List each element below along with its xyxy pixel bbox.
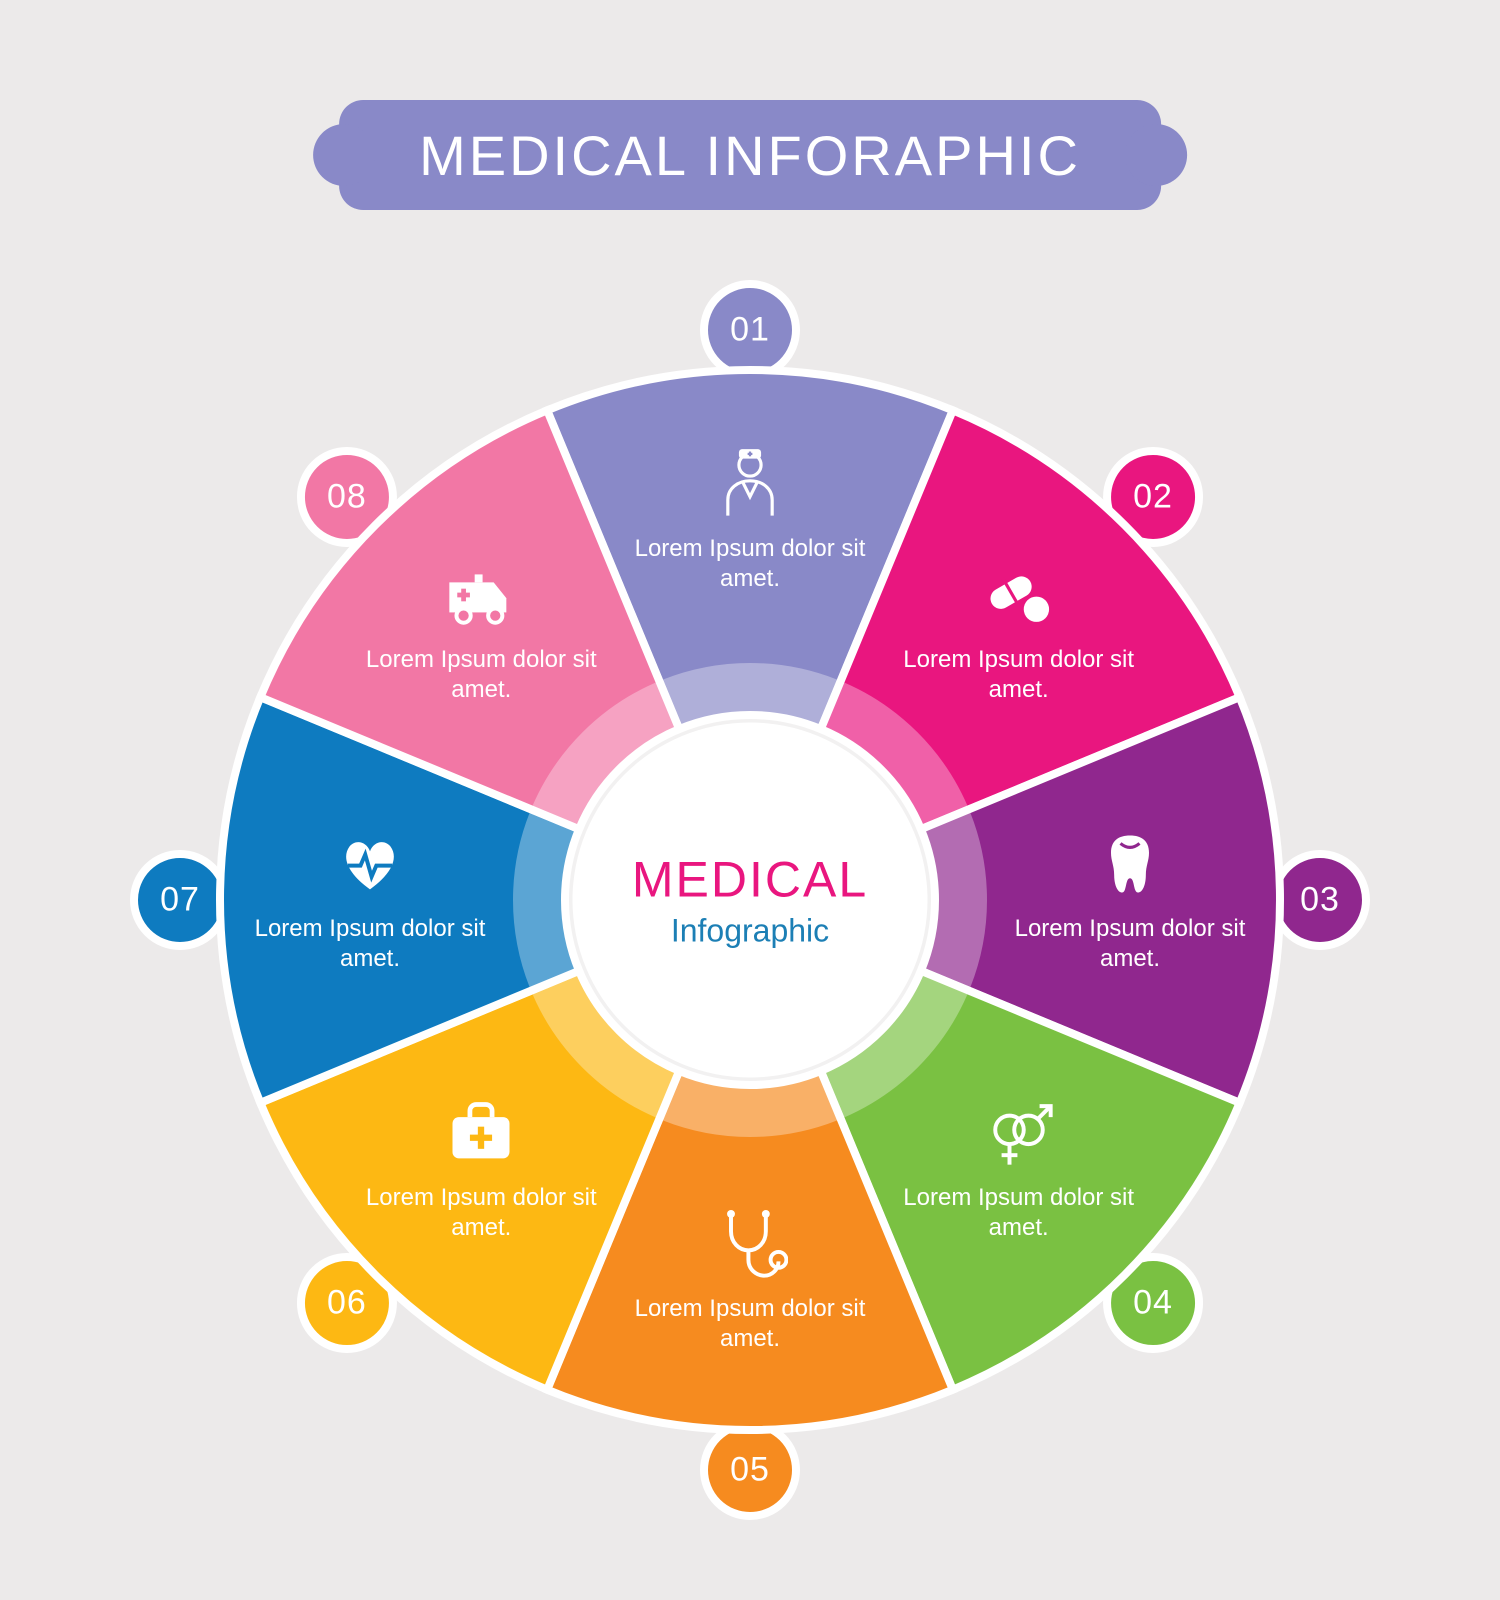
- tooth-icon: [1092, 826, 1168, 902]
- wheel: MEDICAL Infographic Lorem Ipsum dolor si…: [110, 260, 1390, 1540]
- segment-content: Lorem Ipsum dolor sit amet.: [1010, 826, 1250, 974]
- center-subtitle: Infographic: [671, 913, 829, 950]
- segment-text: Lorem Ipsum dolor sit amet.: [630, 534, 870, 594]
- segment-content: Lorem Ipsum dolor sit amet.: [361, 557, 601, 705]
- doctor-icon: [712, 446, 788, 522]
- segment-content: Lorem Ipsum dolor sit amet.: [630, 446, 870, 594]
- title-text: MEDICAL INFORAPHIC: [419, 123, 1081, 188]
- ambulance-icon: [443, 557, 519, 633]
- segment-number: 01: [730, 311, 770, 350]
- segment-text: Lorem Ipsum dolor sit amet.: [361, 1183, 601, 1243]
- segment-text: Lorem Ipsum dolor sit amet.: [899, 1183, 1139, 1243]
- center-title: MEDICAL: [632, 851, 868, 909]
- heart-icon: [332, 826, 408, 902]
- segment-content: Lorem Ipsum dolor sit amet.: [630, 1206, 870, 1354]
- segment-number: 07: [160, 881, 200, 920]
- title-banner: MEDICAL INFORAPHIC: [339, 100, 1161, 210]
- segment-text: Lorem Ipsum dolor sit amet.: [630, 1294, 870, 1354]
- segment-number: 06: [327, 1284, 367, 1323]
- stethoscope-icon: [712, 1206, 788, 1282]
- segment-number: 02: [1133, 477, 1173, 516]
- segment-number: 04: [1133, 1284, 1173, 1323]
- segment-number: 03: [1300, 881, 1340, 920]
- firstaid-icon: [443, 1095, 519, 1171]
- segment-number: 08: [327, 477, 367, 516]
- segment-text: Lorem Ipsum dolor sit amet.: [1010, 914, 1250, 974]
- segment-content: Lorem Ipsum dolor sit amet.: [899, 1095, 1139, 1243]
- gender-icon: [981, 1095, 1057, 1171]
- segment-content: Lorem Ipsum dolor sit amet.: [899, 557, 1139, 705]
- center-hub: MEDICAL Infographic: [573, 723, 928, 1078]
- segment-content: Lorem Ipsum dolor sit amet.: [361, 1095, 601, 1243]
- segment-number: 05: [730, 1451, 770, 1490]
- segment-content: Lorem Ipsum dolor sit amet.: [250, 826, 490, 974]
- segment-text: Lorem Ipsum dolor sit amet.: [899, 645, 1139, 705]
- pills-icon: [981, 557, 1057, 633]
- segment-text: Lorem Ipsum dolor sit amet.: [361, 645, 601, 705]
- segment-text: Lorem Ipsum dolor sit amet.: [250, 914, 490, 974]
